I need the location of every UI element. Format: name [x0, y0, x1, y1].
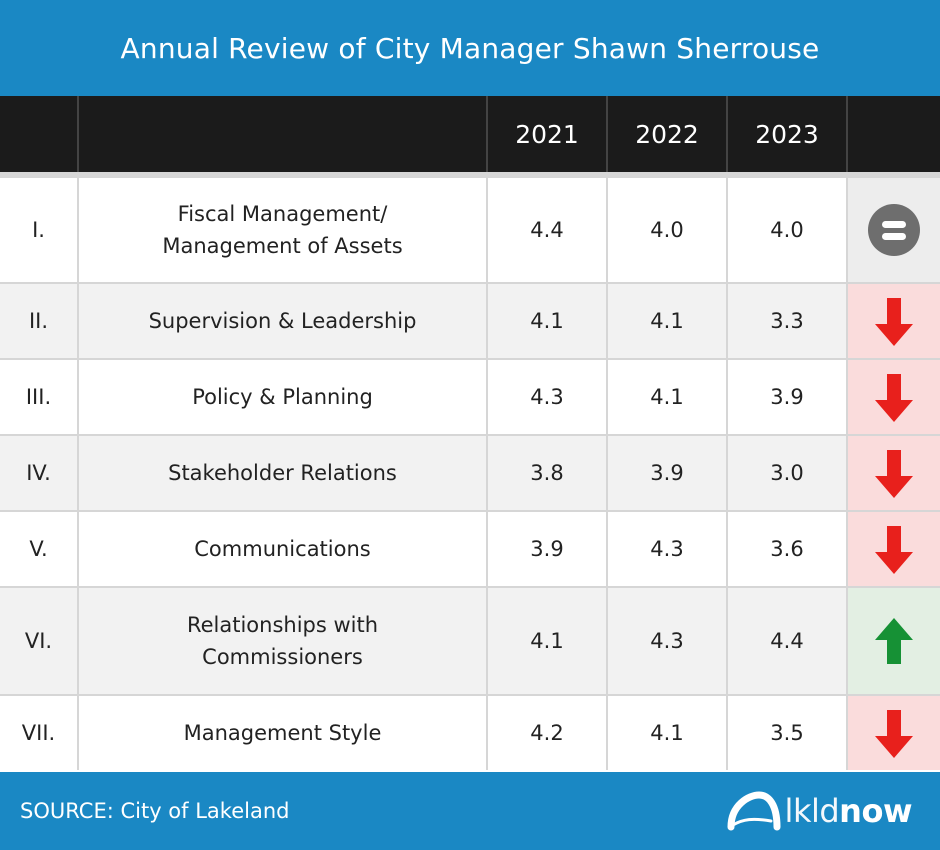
score-2021: 4.2: [488, 696, 608, 770]
row-category: Fiscal Management/ Management of Assets: [79, 178, 488, 282]
lkldnow-logo[interactable]: lkldnow: [727, 772, 912, 850]
score-2023: 4.4: [728, 588, 848, 694]
logo-light-text: lkld: [784, 792, 840, 830]
trend-indicator: [848, 436, 940, 510]
score-2022: 3.9: [608, 436, 728, 510]
row-number: VII.: [0, 696, 79, 770]
trend-indicator: [848, 588, 940, 694]
table-row: IV. Stakeholder Relations 3.8 3.9 3.0: [0, 436, 940, 512]
row-category: Management Style: [79, 696, 488, 770]
score-2022: 4.1: [608, 284, 728, 358]
row-number: I.: [0, 178, 79, 282]
score-2022: 4.0: [608, 178, 728, 282]
table-row: VI. Relationships with Commissioners 4.1 4.…: [0, 588, 940, 696]
score-2023: 4.0: [728, 178, 848, 282]
logo-wordmark: lkldnow: [784, 792, 913, 830]
table-header: 2021 2022 2023: [0, 96, 940, 178]
score-2022: 4.3: [608, 512, 728, 586]
score-2023: 3.9: [728, 360, 848, 434]
score-2022: 4.3: [608, 588, 728, 694]
trend-indicator: [848, 284, 940, 358]
score-2023: 3.5: [728, 696, 848, 770]
score-2022: 4.1: [608, 696, 728, 770]
score-2021: 3.9: [488, 512, 608, 586]
score-2021: 4.3: [488, 360, 608, 434]
score-2023: 3.6: [728, 512, 848, 586]
arrow-down-icon: [875, 526, 913, 574]
header-2023: 2023: [728, 96, 848, 172]
table-row: V. Communications 3.9 4.3 3.6: [0, 512, 940, 588]
row-category: Stakeholder Relations: [79, 436, 488, 510]
arrow-up-icon: [875, 618, 913, 664]
arrow-down-icon: [875, 374, 913, 422]
score-2021: 3.8: [488, 436, 608, 510]
table-row: III. Policy & Planning 4.3 4.1 3.9: [0, 360, 940, 436]
source-note: SOURCE: City of Lakeland: [20, 799, 290, 823]
header-2022: 2022: [608, 96, 728, 172]
row-category: Supervision & Leadership: [79, 284, 488, 358]
page-title: Annual Review of City Manager Shawn Sher…: [120, 31, 820, 65]
row-number: V.: [0, 512, 79, 586]
arrow-down-icon: [875, 450, 913, 498]
row-category: Communications: [79, 512, 488, 586]
header-2021: 2021: [488, 96, 608, 172]
table-body: I. Fiscal Management/ Management of Asset…: [0, 178, 940, 770]
row-category: Policy & Planning: [79, 360, 488, 434]
table-row: VII. Management Style 4.2 4.1 3.5: [0, 696, 940, 770]
equal-circle-icon: [868, 204, 920, 256]
score-2021: 4.4: [488, 178, 608, 282]
logo-bold-text: now: [839, 792, 912, 830]
row-number: III.: [0, 360, 79, 434]
score-2021: 4.1: [488, 284, 608, 358]
score-2023: 3.0: [728, 436, 848, 510]
header-category: [79, 96, 488, 172]
row-number: IV.: [0, 436, 79, 510]
title-bar: Annual Review of City Manager Shawn Sher…: [0, 0, 940, 96]
row-number: II.: [0, 284, 79, 358]
trend-indicator: [848, 512, 940, 586]
score-2021: 4.1: [488, 588, 608, 694]
header-trend: [848, 96, 940, 172]
trend-indicator: [848, 178, 940, 282]
row-number: VI.: [0, 588, 79, 694]
score-2023: 3.3: [728, 284, 848, 358]
trend-indicator: [848, 696, 940, 770]
trend-indicator: [848, 360, 940, 434]
arrow-down-icon: [875, 710, 913, 758]
score-2022: 4.1: [608, 360, 728, 434]
row-category: Relationships with Commissioners: [79, 588, 488, 694]
footer: SOURCE: City of Lakeland lkldnow: [0, 772, 940, 850]
header-num: [0, 96, 79, 172]
review-table: 2021 2022 2023 I. Fiscal Management/ Mana…: [0, 96, 940, 770]
table-row: II. Supervision & Leadership 4.1 4.1 3.3: [0, 284, 940, 360]
arch-logo-icon: [727, 791, 781, 831]
table-row: I. Fiscal Management/ Management of Asset…: [0, 178, 940, 284]
arrow-down-icon: [875, 298, 913, 346]
